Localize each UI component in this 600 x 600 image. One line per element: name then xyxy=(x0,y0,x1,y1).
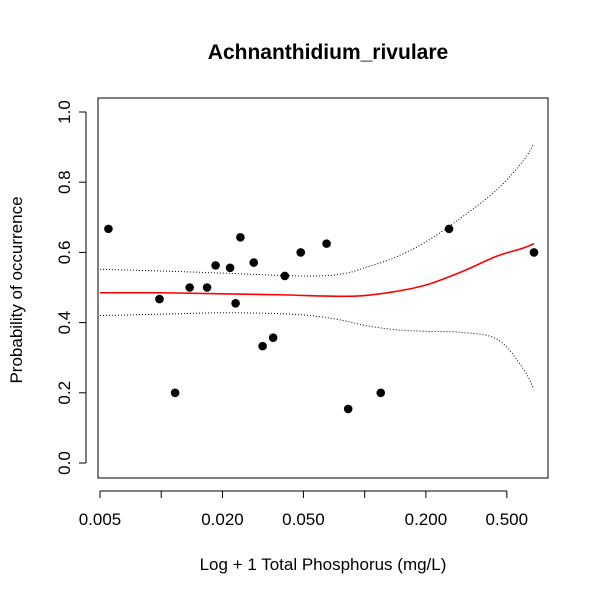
y-tick-label: 0.4 xyxy=(55,311,74,335)
data-point xyxy=(343,404,353,414)
data-point xyxy=(104,224,113,234)
x-tick-label: 0.050 xyxy=(282,510,325,529)
x-tick-label: 0.500 xyxy=(486,510,529,529)
data-point xyxy=(155,294,164,304)
y-tick-label: 0.0 xyxy=(55,451,74,475)
y-tick-label: 0.6 xyxy=(55,241,74,265)
x-tick-label: 0.020 xyxy=(201,510,244,529)
data-point xyxy=(170,388,180,398)
data-points xyxy=(104,224,539,414)
data-point xyxy=(258,341,267,351)
chart-title: Achnanthidium_rivulare xyxy=(208,41,448,64)
y-tick-label: 0.2 xyxy=(55,381,74,405)
y-axis: 0.0 0.2 0.4 0.6 0.8 1.0 xyxy=(55,100,87,475)
x-axis: 0.005 0.020 0.050 0.200 0.500 xyxy=(79,490,529,529)
fitted-curve xyxy=(99,242,535,298)
data-point xyxy=(231,298,240,308)
data-point xyxy=(376,388,386,398)
data-point xyxy=(249,258,259,267)
ci-upper-line xyxy=(99,143,535,277)
y-tick-label: 1.0 xyxy=(55,100,74,124)
data-point xyxy=(202,283,212,292)
data-point xyxy=(529,248,539,257)
data-point xyxy=(296,248,306,257)
data-point xyxy=(268,333,278,342)
x-tick-label: 0.200 xyxy=(405,510,448,529)
y-tick-label: 0.8 xyxy=(55,170,74,194)
x-tick-label: 0.005 xyxy=(79,510,122,529)
data-point xyxy=(444,224,454,234)
data-point xyxy=(225,263,235,273)
data-point xyxy=(236,233,245,242)
data-point xyxy=(322,239,331,248)
plot-frame xyxy=(97,97,549,479)
x-axis-label: Log + 1 Total Phosphorus (mg/L) xyxy=(200,555,447,574)
ci-lower-line xyxy=(99,312,535,390)
data-point xyxy=(211,261,220,270)
y-axis-label: Probability of occurrence xyxy=(7,196,26,383)
data-point xyxy=(280,271,290,281)
data-point xyxy=(185,283,194,292)
